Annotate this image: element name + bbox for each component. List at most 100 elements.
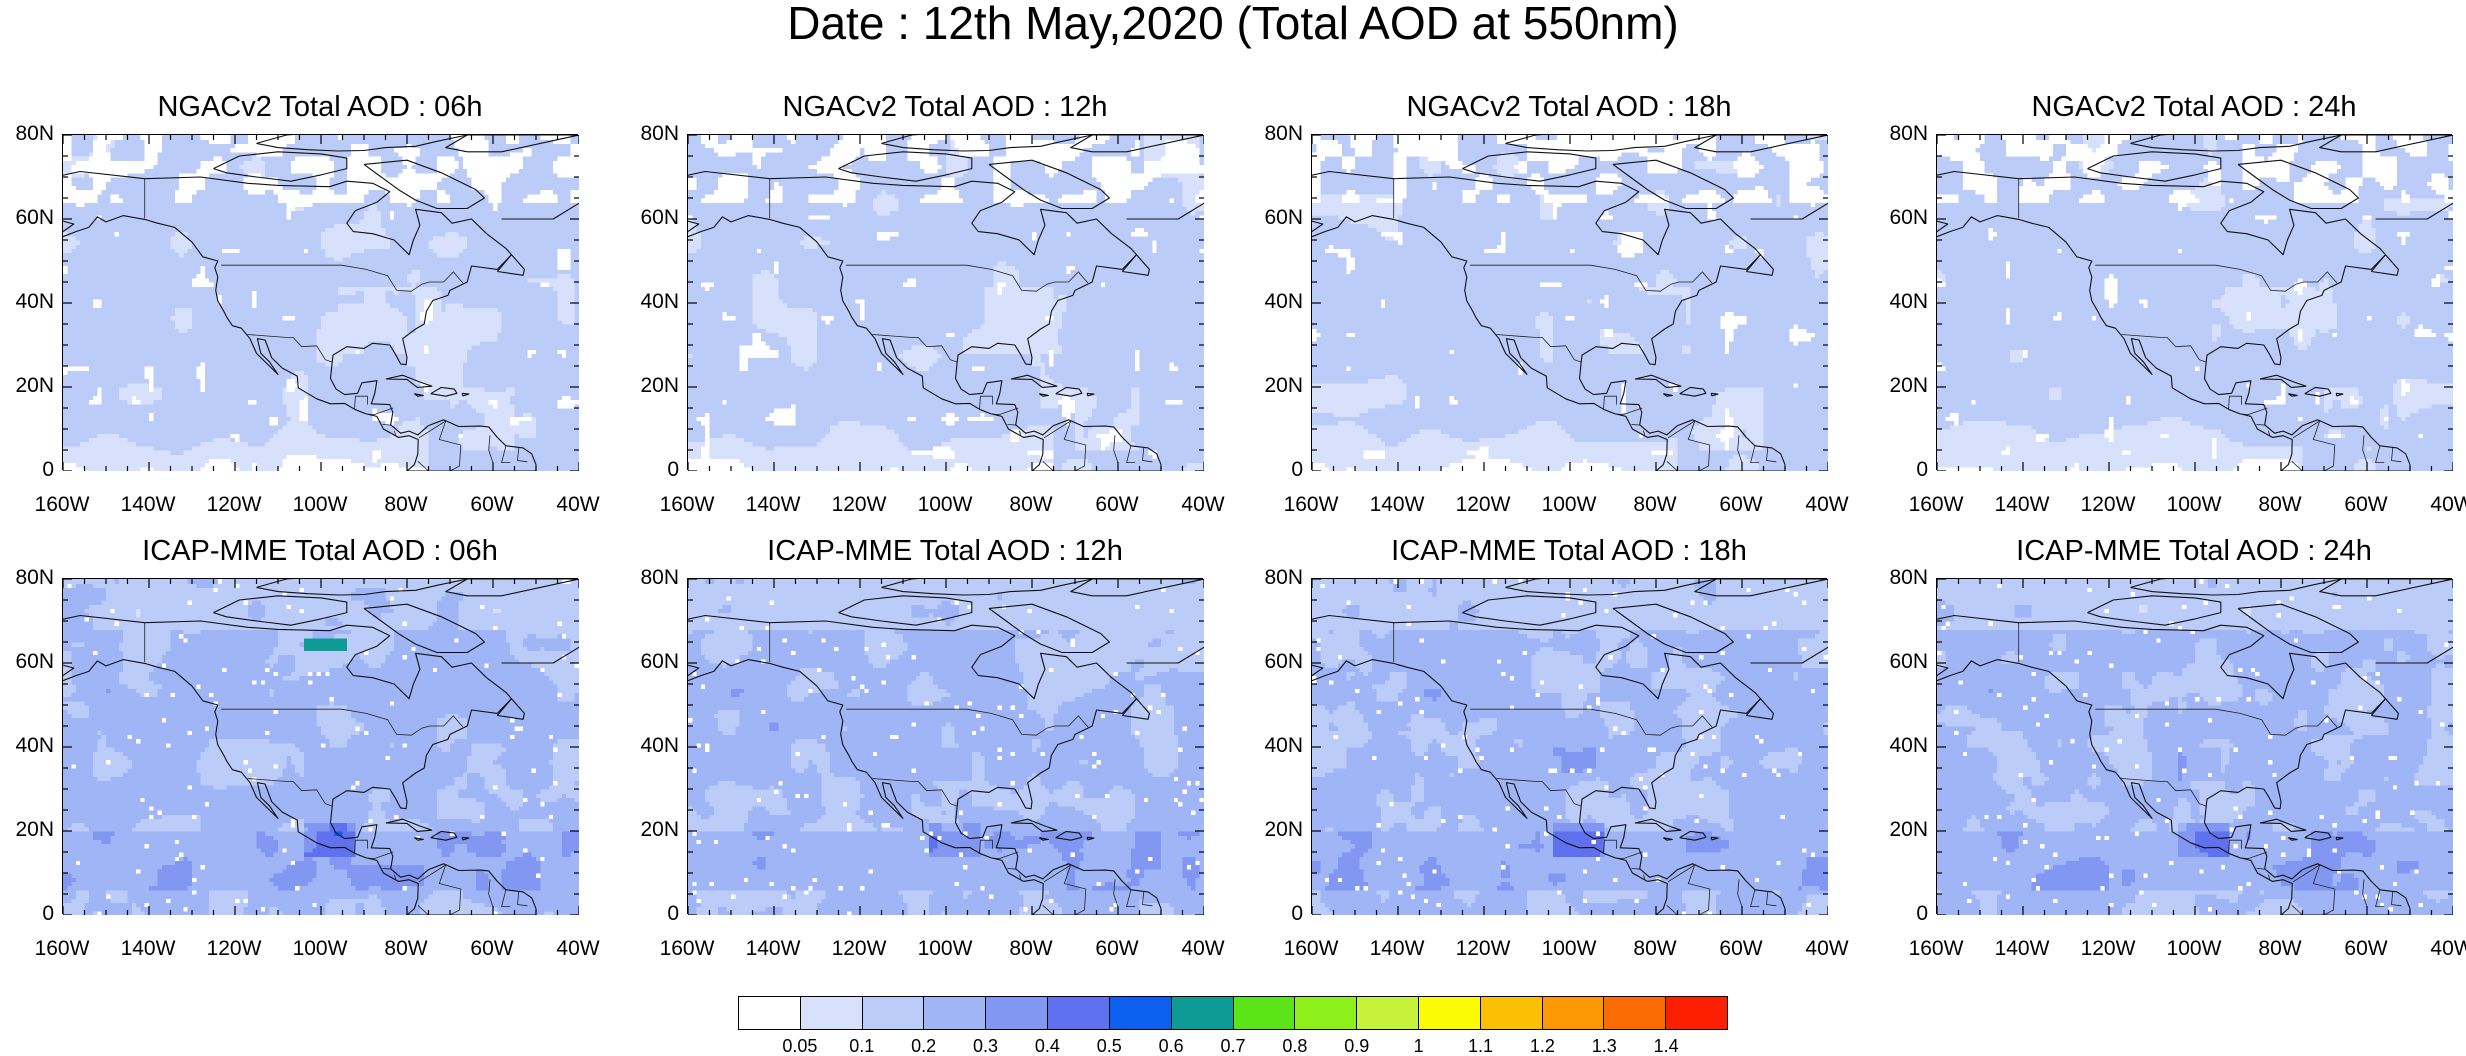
lon-tick-label: 60W: [1082, 494, 1152, 516]
colorbar-swatch: [1234, 997, 1296, 1029]
panel-title: ICAP-MME Total AOD : 06h: [42, 534, 598, 568]
lon-tick-label: 160W: [1901, 494, 1971, 516]
panel-title: ICAP-MME Total AOD : 24h: [1916, 534, 2466, 568]
lon-tick-label: 140W: [738, 494, 808, 516]
lon-tick-label: 60W: [2331, 494, 2401, 516]
colorbar-label: 1.2: [1530, 1036, 1555, 1056]
lon-tick-label: 160W: [652, 494, 722, 516]
colorbar-swatch: [986, 997, 1048, 1029]
map-panels: NGACv2 Total AOD : 06h 80N 60N 40N 20N 0 160W 1…: [0, 0, 2466, 960]
lon-tick-label: 100W: [2159, 494, 2229, 516]
aod-field: [1937, 579, 2453, 915]
colorbar-label: 0.7: [1220, 1036, 1245, 1056]
lat-tick-label: 20N: [1249, 375, 1303, 397]
lon-tick-label: 100W: [1534, 494, 1604, 516]
aod-field: [688, 135, 1204, 471]
lat-tick-label: 80N: [0, 123, 54, 145]
lat-tick-label: 20N: [625, 375, 679, 397]
colorbar-swatch: [1419, 997, 1481, 1029]
lat-tick-label: 0: [0, 903, 54, 925]
lat-tick-label: 40N: [625, 291, 679, 313]
panel-title: NGACv2 Total AOD : 24h: [1916, 90, 2466, 124]
panel-title: ICAP-MME Total AOD : 18h: [1291, 534, 1847, 568]
aod-map: [1936, 134, 2452, 470]
lat-tick-label: 80N: [1249, 567, 1303, 589]
aod-map: [62, 134, 578, 470]
lat-tick-label: 40N: [1874, 291, 1928, 313]
lon-tick-label: 120W: [824, 494, 894, 516]
aod-map-canvas: [1937, 579, 2453, 915]
lat-tick-label: 0: [1249, 459, 1303, 481]
lon-tick-label: 120W: [824, 938, 894, 960]
panel-title: NGACv2 Total AOD : 06h: [42, 90, 598, 124]
colorbar-label: 0.1: [849, 1036, 874, 1056]
aod-map: [1311, 578, 1827, 914]
lon-tick-label: 160W: [1901, 938, 1971, 960]
lon-tick-label: 60W: [2331, 938, 2401, 960]
lat-tick-label: 0: [1874, 903, 1928, 925]
lon-tick-label: 40W: [543, 938, 613, 960]
colorbar-swatch: [801, 997, 863, 1029]
colorbar-swatch: [739, 997, 801, 1029]
lat-tick-label: 80N: [1249, 123, 1303, 145]
aod-map: [687, 134, 1203, 470]
lat-tick-label: 40N: [1249, 291, 1303, 313]
lat-tick-label: 40N: [0, 291, 54, 313]
lon-tick-label: 120W: [199, 494, 269, 516]
lon-tick-label: 140W: [113, 494, 183, 516]
lon-tick-label: 120W: [1448, 938, 1518, 960]
lon-tick-label: 160W: [652, 938, 722, 960]
lon-tick-label: 80W: [2245, 938, 2315, 960]
colorbar-label: 1.3: [1592, 1036, 1617, 1056]
lat-tick-label: 20N: [1874, 819, 1928, 841]
colorbar-label: 0.2: [911, 1036, 936, 1056]
lon-tick-label: 160W: [1276, 938, 1346, 960]
lon-tick-label: 40W: [1792, 938, 1862, 960]
colorbar-label: 1.1: [1468, 1036, 1493, 1056]
colorbar-label: 0.5: [1097, 1036, 1122, 1056]
lat-tick-label: 60N: [1874, 651, 1928, 673]
lon-tick-label: 140W: [1987, 494, 2057, 516]
lon-tick-label: 80W: [2245, 494, 2315, 516]
lon-tick-label: 140W: [1362, 938, 1432, 960]
lat-tick-label: 60N: [0, 207, 54, 229]
lon-tick-label: 40W: [1168, 938, 1238, 960]
colorbar-swatch: [1110, 997, 1172, 1029]
lat-tick-label: 0: [1874, 459, 1928, 481]
lon-tick-label: 80W: [996, 938, 1066, 960]
colorbar-label: 0.05: [782, 1036, 817, 1056]
lat-tick-label: 0: [0, 459, 54, 481]
lon-tick-label: 140W: [1362, 494, 1432, 516]
lon-tick-label: 40W: [1168, 494, 1238, 516]
lat-tick-label: 40N: [1249, 735, 1303, 757]
aod-field: [63, 579, 579, 915]
lon-tick-label: 80W: [1620, 494, 1690, 516]
panel-title: ICAP-MME Total AOD : 12h: [667, 534, 1223, 568]
lon-tick-label: 100W: [910, 938, 980, 960]
lat-tick-label: 40N: [1874, 735, 1928, 757]
colorbar-swatch: [1295, 997, 1357, 1029]
colorbar-swatch: [1481, 997, 1543, 1029]
aod-field: [63, 135, 579, 471]
aod-field: [688, 579, 1204, 915]
panel-title: NGACv2 Total AOD : 12h: [667, 90, 1223, 124]
lon-tick-label: 100W: [2159, 938, 2229, 960]
lat-tick-label: 20N: [0, 375, 54, 397]
aod-field: [1937, 135, 2453, 471]
lon-tick-label: 40W: [2417, 938, 2466, 960]
lat-tick-label: 80N: [1874, 123, 1928, 145]
lon-tick-label: 140W: [113, 938, 183, 960]
colorbar-label: 0.3: [973, 1036, 998, 1056]
lon-tick-label: 160W: [27, 938, 97, 960]
colorbar-label: 1.4: [1654, 1036, 1679, 1056]
lat-tick-label: 80N: [1874, 567, 1928, 589]
aod-map: [1936, 578, 2452, 914]
colorbar-swatch: [1172, 997, 1234, 1029]
lon-tick-label: 40W: [543, 494, 613, 516]
lat-tick-label: 80N: [625, 123, 679, 145]
lat-tick-label: 60N: [1249, 651, 1303, 673]
aod-map-canvas: [1312, 135, 1828, 471]
lat-tick-label: 60N: [625, 207, 679, 229]
colorbar-swatch: [1543, 997, 1605, 1029]
colorbar-swatch: [863, 997, 925, 1029]
